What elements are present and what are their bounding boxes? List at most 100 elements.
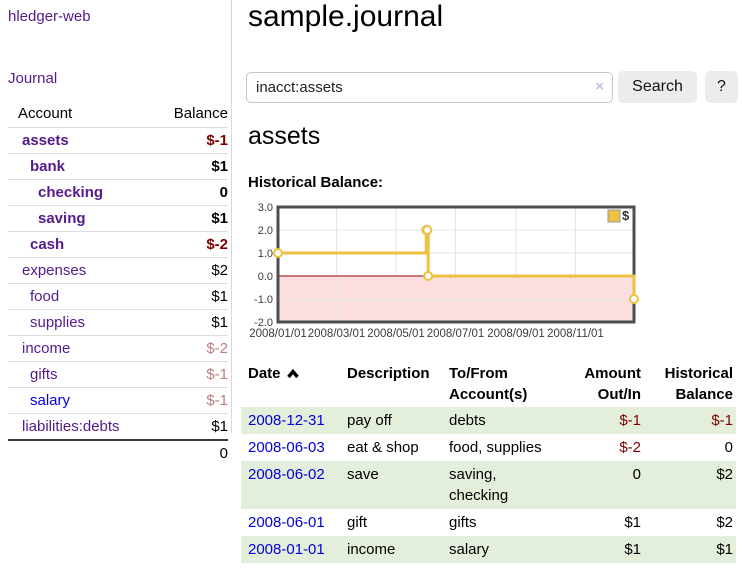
transaction-accounts: debts (449, 412, 486, 429)
sidebar-account-link[interactable]: food (30, 287, 60, 305)
transaction-description: save (347, 466, 379, 483)
transaction-amount: $-2 (619, 439, 641, 456)
transaction-description: eat & shop (347, 439, 419, 456)
search-input[interactable] (246, 71, 613, 103)
svg-text:2008/03/01: 2008/03/01 (308, 328, 366, 340)
account-row: assets $-1 (8, 127, 228, 154)
transaction-amount: 0 (632, 466, 641, 483)
historical-balance-column-header: Historical Balance (664, 365, 733, 403)
page-title: sample.journal (248, 0, 444, 33)
account-row: saving $1 (8, 205, 228, 232)
svg-text:-2.0: -2.0 (254, 317, 273, 329)
transaction-date-link[interactable]: 2008-06-02 (248, 466, 325, 483)
account-row: bank $1 (8, 153, 228, 180)
accounts-total-spacer (8, 440, 156, 466)
transaction-balance: $-1 (711, 412, 733, 429)
account-name-cell: gifts (8, 362, 156, 388)
account-balance: 0 (219, 183, 228, 201)
transaction-row: 2008-12-31 pay off debts $-1 $-1 (241, 407, 736, 434)
transaction-date-link[interactable]: 2008-12-31 (248, 412, 325, 429)
transaction-date-link[interactable]: 2008-06-01 (248, 514, 325, 531)
search-form: × Search ? (246, 71, 738, 103)
account-column-header: Account (18, 105, 73, 122)
transaction-balance: $1 (716, 541, 733, 558)
accounts-table: Account Balance assets $-1 bank $1 checking 0… (8, 102, 228, 466)
accounts-total-balance: 0 (219, 444, 228, 462)
sidebar-account-link[interactable]: saving (38, 209, 86, 227)
sidebar-account-link[interactable]: assets (22, 131, 69, 149)
account-balance: $1 (211, 313, 228, 331)
transaction-balance: $2 (716, 514, 733, 531)
svg-text:2008/07/01: 2008/07/01 (427, 328, 485, 340)
transaction-date-link[interactable]: 2008-06-03 (248, 439, 325, 456)
transactions-header-row: Date Description To/From Account(s) Amou… (241, 358, 736, 407)
account-name-cell: cash (8, 232, 156, 258)
account-row: income $-2 (8, 335, 228, 362)
search-input-wrap: × (246, 71, 613, 103)
accounts-column-header: To/From Account(s) (449, 365, 528, 403)
account-row: expenses $2 (8, 257, 228, 284)
account-row: liabilities:debts $1 (8, 413, 228, 441)
account-balance: $1 (211, 209, 228, 227)
clear-search-icon[interactable]: × (595, 77, 604, 95)
account-name-cell: assets (8, 128, 156, 154)
sidebar-account-link[interactable]: expenses (22, 261, 87, 279)
transaction-row: 2008-06-02 save saving, checking 0 $2 (241, 461, 736, 509)
account-name-cell: checking (8, 180, 156, 206)
sidebar-account-link[interactable]: gifts (30, 365, 58, 383)
account-balance: $-2 (206, 339, 228, 357)
transaction-description: pay off (347, 412, 392, 429)
account-row: food $1 (8, 283, 228, 310)
transaction-date-cell: 2008-12-31 (241, 407, 340, 434)
accounts-total-row: 0 (8, 440, 228, 466)
transaction-row: 2008-06-03 eat & shop food, supplies $-2 0 (241, 434, 736, 461)
sidebar-account-link[interactable]: liabilities:debts (22, 417, 120, 435)
transaction-accounts: salary (449, 541, 490, 558)
account-balance: $-1 (206, 391, 228, 409)
sidebar-item-journal[interactable]: Journal (8, 70, 58, 87)
transaction-accounts: food, supplies (449, 439, 542, 456)
help-button[interactable]: ? (705, 71, 738, 103)
search-button[interactable]: Search (618, 71, 697, 103)
svg-text:$: $ (622, 208, 630, 223)
account-name-cell: income (8, 336, 156, 362)
transactions-table: Date Description To/From Account(s) Amou… (241, 358, 736, 563)
sidebar-account-link[interactable]: income (22, 339, 71, 357)
sidebar-account-link[interactable]: supplies (30, 313, 86, 331)
sidebar-account-link[interactable]: checking (38, 183, 104, 201)
transaction-amount: $-1 (619, 412, 641, 429)
account-name-cell: salary (8, 388, 156, 414)
transaction-date-cell: 2008-01-01 (241, 536, 340, 563)
balance-column-header: Balance (173, 105, 228, 122)
transaction-row: 2008-06-01 gift gifts $1 $2 (241, 509, 736, 536)
account-balance: $2 (211, 261, 228, 279)
accounts-table-header: Account Balance (8, 102, 228, 128)
sidebar-account-link[interactable]: salary (30, 391, 71, 409)
amount-column-header: Amount Out/In (584, 365, 641, 403)
transaction-accounts: gifts (449, 514, 477, 531)
date-header-label: Date (248, 365, 281, 382)
svg-text:2008/11/01: 2008/11/01 (547, 328, 604, 340)
account-row: checking 0 (8, 179, 228, 206)
description-column-header: Description (347, 365, 430, 382)
account-row: cash $-2 (8, 231, 228, 258)
account-balance: $-1 (206, 131, 228, 149)
transaction-description: income (347, 541, 396, 558)
svg-text:0.0: 0.0 (258, 271, 273, 283)
account-page-heading: assets (248, 122, 321, 150)
account-balance: $1 (211, 287, 228, 305)
transaction-balance: 0 (724, 439, 733, 456)
transaction-date-link[interactable]: 2008-01-01 (248, 541, 325, 558)
transaction-date-cell: 2008-06-01 (241, 509, 340, 536)
transaction-accounts: saving, checking (449, 466, 509, 504)
sidebar-account-link[interactable]: bank (30, 157, 66, 175)
account-name-cell: expenses (8, 258, 156, 284)
date-column-header[interactable]: Date (241, 358, 340, 407)
account-row: gifts $-1 (8, 361, 228, 388)
sidebar-account-link[interactable]: cash (30, 235, 65, 253)
account-balance: $-1 (206, 365, 228, 383)
sort-ascending-icon (286, 368, 299, 379)
account-balance: $1 (211, 417, 228, 435)
app-title-link[interactable]: hledger-web (8, 8, 91, 25)
svg-text:2008/01/01: 2008/01/01 (249, 328, 307, 340)
